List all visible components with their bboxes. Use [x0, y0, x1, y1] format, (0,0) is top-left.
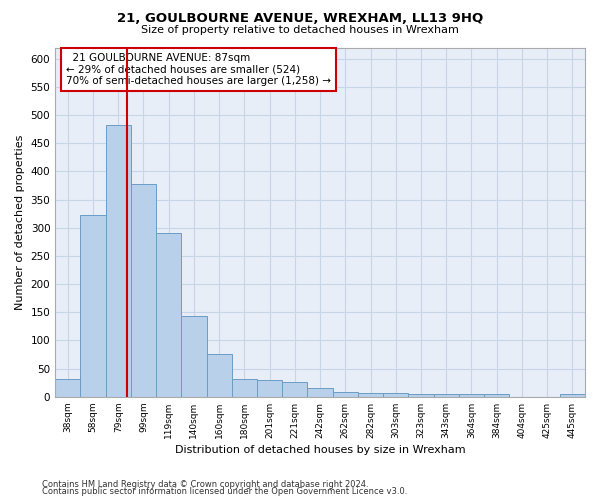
Bar — [156, 233, 181, 397]
X-axis label: Distribution of detached houses by size in Wrexham: Distribution of detached houses by size … — [175, 445, 466, 455]
Text: Contains HM Land Registry data © Crown copyright and database right 2024.: Contains HM Land Registry data © Crown c… — [42, 480, 368, 489]
Bar — [257, 380, 282, 397]
Bar — [55, 379, 80, 397]
Bar — [282, 382, 307, 397]
Text: Contains public sector information licensed under the Open Government Licence v3: Contains public sector information licen… — [42, 488, 407, 496]
Bar — [434, 394, 459, 397]
Bar — [560, 394, 585, 397]
Bar — [131, 184, 156, 397]
Bar — [232, 379, 257, 397]
Text: 21 GOULBOURNE AVENUE: 87sqm
← 29% of detached houses are smaller (524)
70% of se: 21 GOULBOURNE AVENUE: 87sqm ← 29% of det… — [66, 52, 331, 86]
Bar — [307, 388, 332, 397]
Text: 21, GOULBOURNE AVENUE, WREXHAM, LL13 9HQ: 21, GOULBOURNE AVENUE, WREXHAM, LL13 9HQ — [117, 12, 483, 26]
Bar — [181, 316, 206, 397]
Bar — [332, 392, 358, 397]
Bar — [484, 394, 509, 397]
Bar — [383, 394, 409, 397]
Y-axis label: Number of detached properties: Number of detached properties — [15, 134, 25, 310]
Bar — [80, 216, 106, 397]
Bar — [358, 393, 383, 397]
Bar — [459, 394, 484, 397]
Bar — [409, 394, 434, 397]
Bar — [206, 354, 232, 397]
Text: Size of property relative to detached houses in Wrexham: Size of property relative to detached ho… — [141, 25, 459, 35]
Bar — [106, 124, 131, 397]
